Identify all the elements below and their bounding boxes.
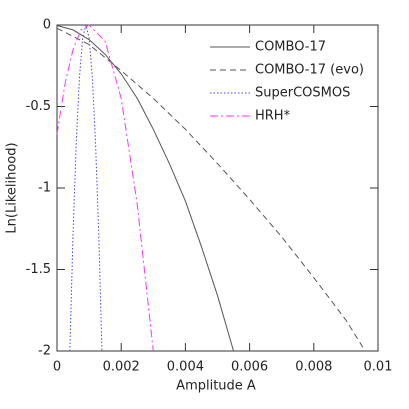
y-tick-label: -1 [38,181,51,196]
series-line [69,24,103,352]
y-axis-label: Ln(Likelihood) [5,142,20,233]
legend-label: COMBO-17 [255,40,326,55]
y-tick-label: -1.5 [26,262,51,277]
legend-label: HRH* [255,109,291,124]
series-line [56,24,154,352]
x-tick-label: 0.002 [103,360,140,375]
series-line [56,25,235,352]
legend-label: SuperCOSMOS [255,86,350,101]
x-tick-label: 0 [53,360,61,375]
y-tick-label: -2 [38,344,51,359]
x-tick-label: 0.008 [295,360,332,375]
legend-label: COMBO-17 (evo) [255,63,364,78]
x-tick-label: 0.006 [231,360,268,375]
x-tick-label: 0.01 [364,360,393,375]
y-tick-label: 0 [43,18,51,33]
y-tick-label: -0.5 [26,99,51,114]
x-tick-label: 0.004 [167,360,204,375]
x-axis-label: Amplitude A [176,379,256,394]
